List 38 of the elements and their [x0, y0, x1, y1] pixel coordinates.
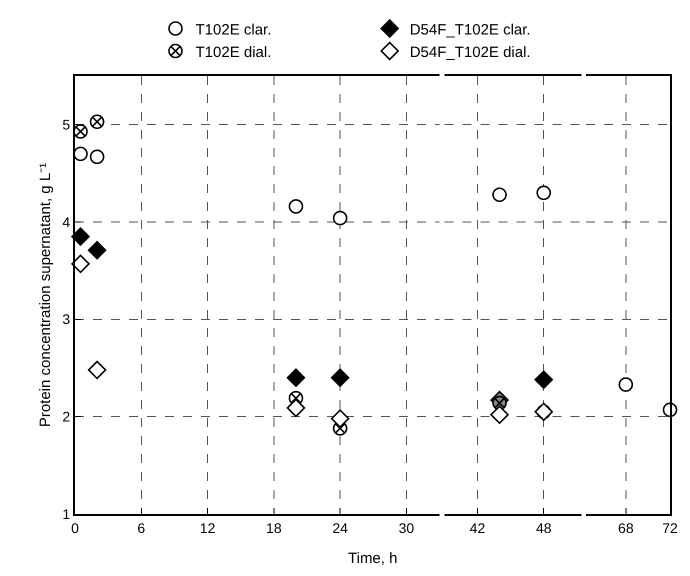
y-tick-label: 2 [62, 408, 70, 425]
x-tick-label: 0 [71, 520, 80, 536]
y-tick-label: 3 [62, 311, 70, 328]
x-tick-label: 24 [332, 520, 348, 536]
point [288, 199, 304, 214]
point [490, 405, 509, 424]
point [90, 114, 104, 130]
x-tick-label: 18 [266, 520, 282, 536]
point [90, 149, 104, 164]
x-tick-label: 68 [618, 520, 634, 536]
x-tick-label: 48 [536, 520, 552, 536]
y-axis-title: Protein concentration supernatant, g L⁻¹ [37, 162, 54, 428]
y-tick-label: 5 [62, 116, 70, 133]
x-tick-label: 12 [200, 520, 216, 536]
legend-label: D54F_T102E dial. [410, 44, 531, 61]
x-tick-label: 30 [398, 520, 414, 536]
x-axis-title: Time, h [348, 550, 398, 567]
legend-label: T102E dial. [196, 44, 272, 61]
x-tick-label: 42 [470, 520, 486, 536]
legend-label: D54F_T102E clar. [410, 21, 531, 38]
x-tick-label: 72 [662, 520, 678, 536]
point [286, 368, 306, 387]
point [71, 227, 90, 246]
point [88, 360, 106, 380]
x-tick-label: 6 [137, 520, 146, 536]
point [332, 210, 348, 226]
point [73, 146, 88, 162]
point [330, 409, 350, 428]
legend-label: T102E clar. [196, 21, 272, 38]
point [88, 240, 106, 260]
point [71, 254, 90, 274]
y-tick-label: 1 [62, 506, 70, 522]
point [536, 186, 552, 200]
point [330, 368, 350, 387]
point [286, 398, 306, 418]
y-tick-label: 4 [62, 214, 70, 230]
point [534, 370, 553, 389]
point [492, 187, 507, 202]
